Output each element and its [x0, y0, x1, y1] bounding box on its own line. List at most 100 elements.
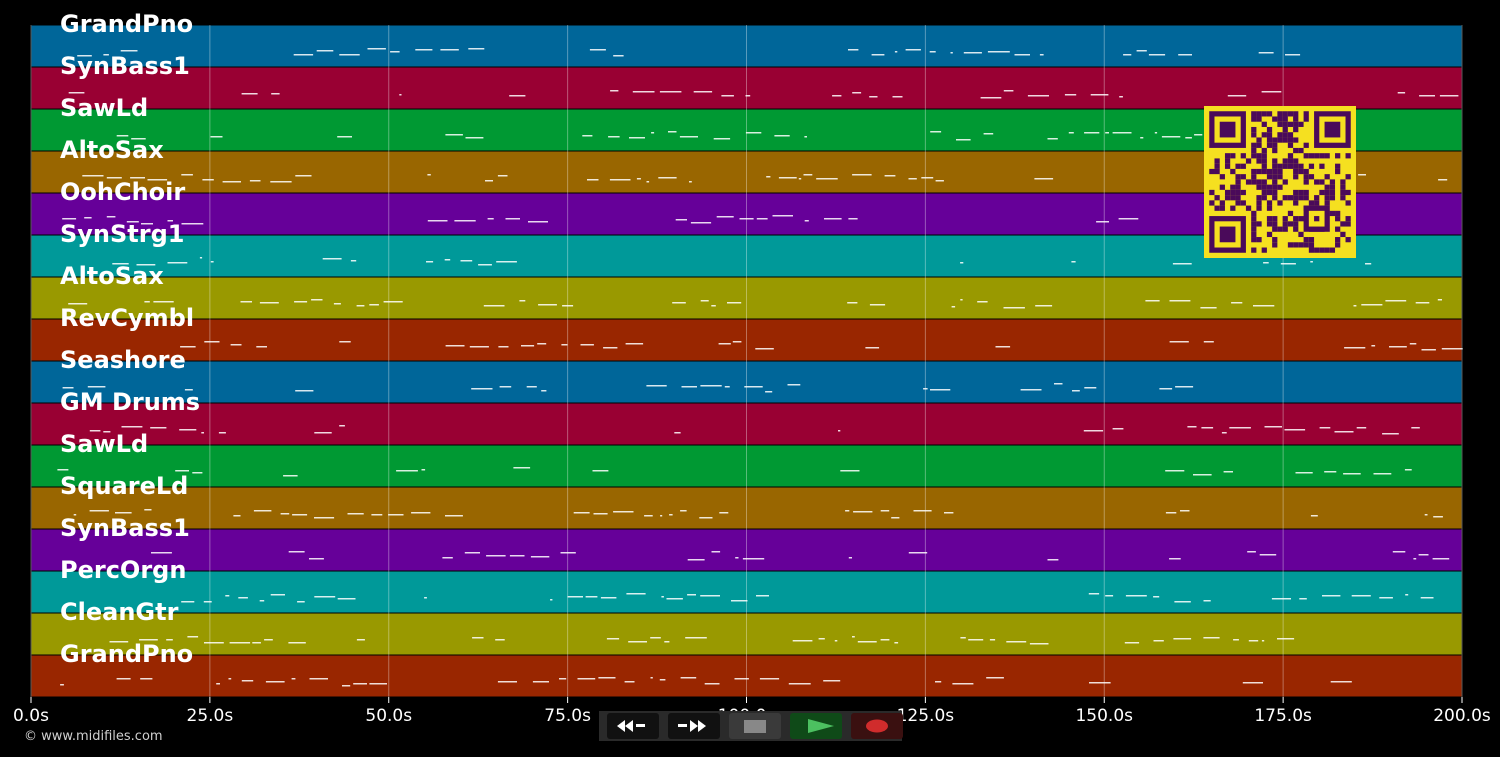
note	[1379, 597, 1393, 599]
note	[1310, 515, 1318, 517]
note	[1253, 305, 1275, 307]
note	[241, 93, 258, 95]
stop-button[interactable]	[729, 713, 781, 739]
note	[1330, 681, 1352, 683]
note	[106, 177, 122, 179]
note	[87, 386, 106, 388]
note	[732, 341, 742, 343]
note	[1068, 132, 1074, 134]
note	[1112, 132, 1132, 134]
note	[1420, 597, 1434, 599]
note	[291, 678, 296, 680]
track-lane	[30, 528, 1463, 572]
note	[424, 597, 427, 599]
note	[1413, 558, 1417, 560]
note	[256, 346, 267, 348]
note	[1096, 221, 1109, 223]
track-label: SynBass1	[60, 52, 190, 80]
note	[1194, 134, 1203, 136]
note	[1438, 179, 1448, 181]
note	[930, 389, 951, 391]
note	[593, 513, 608, 515]
note	[509, 555, 525, 557]
transport-controls	[599, 711, 903, 741]
note	[559, 678, 567, 680]
note	[295, 175, 312, 177]
note	[485, 180, 493, 182]
rewind-button[interactable]	[607, 713, 659, 739]
note	[745, 95, 751, 97]
note	[356, 305, 365, 307]
track-lane	[30, 66, 1463, 110]
note	[1258, 52, 1274, 54]
note	[587, 179, 599, 181]
note	[1231, 302, 1243, 304]
note	[983, 133, 994, 135]
note	[847, 302, 858, 304]
note	[1385, 300, 1407, 302]
note	[824, 218, 842, 220]
note	[487, 218, 494, 220]
note	[1148, 54, 1166, 56]
tick-label: 0.0s	[13, 706, 49, 726]
note	[292, 514, 308, 516]
note	[103, 54, 109, 56]
note	[798, 178, 802, 180]
note	[1242, 682, 1263, 684]
note	[1014, 54, 1030, 56]
note	[465, 137, 484, 139]
note	[1169, 300, 1191, 302]
note	[968, 639, 984, 641]
play-button[interactable]	[790, 713, 842, 739]
record-button[interactable]	[851, 713, 903, 739]
note	[1310, 261, 1313, 263]
note	[1039, 54, 1044, 56]
note	[203, 601, 212, 603]
note	[1356, 427, 1367, 429]
note	[659, 679, 666, 681]
note	[1185, 137, 1192, 139]
note	[1259, 554, 1277, 556]
track-label: SynStrg1	[60, 220, 185, 248]
track-label: SawLd	[60, 430, 149, 458]
note	[1119, 96, 1123, 98]
note	[848, 49, 859, 51]
note	[270, 594, 285, 596]
note	[1358, 174, 1366, 176]
note	[1154, 132, 1158, 134]
note	[204, 341, 220, 343]
note	[700, 385, 722, 387]
fast-forward-button[interactable]	[668, 713, 720, 739]
note	[724, 386, 730, 388]
note	[869, 96, 878, 98]
note	[560, 552, 576, 554]
note	[1054, 383, 1063, 385]
note	[509, 95, 526, 97]
note	[610, 90, 619, 92]
note	[1373, 473, 1392, 475]
note	[472, 637, 484, 639]
note	[884, 175, 896, 177]
note	[68, 92, 85, 94]
note	[339, 425, 345, 427]
note	[880, 639, 890, 641]
qr-code	[1204, 106, 1356, 258]
note	[141, 223, 153, 225]
note	[744, 386, 763, 388]
note	[1123, 54, 1132, 56]
note	[1382, 433, 1399, 435]
track-lane	[30, 276, 1463, 320]
note	[603, 347, 618, 349]
note	[1105, 132, 1109, 134]
note	[632, 91, 655, 93]
note	[57, 469, 69, 471]
note	[1344, 347, 1366, 349]
note	[167, 262, 188, 264]
note	[521, 345, 535, 347]
note	[1203, 637, 1220, 639]
note	[1173, 638, 1192, 640]
note	[838, 430, 841, 432]
note	[519, 300, 526, 302]
track-label: AltoSax	[60, 136, 164, 164]
note	[427, 174, 431, 176]
